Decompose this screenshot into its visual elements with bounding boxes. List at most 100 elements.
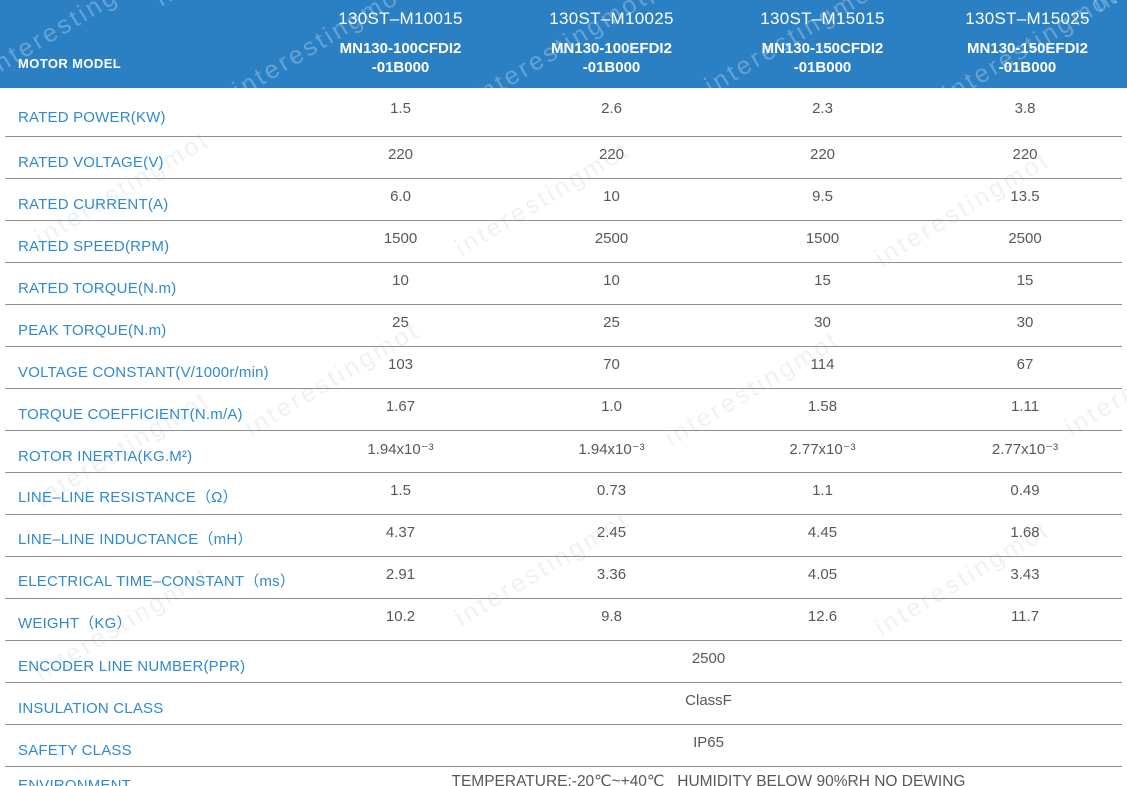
value-cell: 10 (392, 272, 409, 289)
value-cell: 3.43 (1010, 566, 1040, 583)
part-number-line1: MN130-100EFDI2 (551, 40, 672, 57)
column-header-130st-m10015: 130ST–M10015 MN130-100CFDI2 -01B000 (295, 0, 506, 88)
value-cell: 1.1 (812, 482, 833, 499)
value-cell: 10 (603, 188, 620, 205)
row-label: LINE–LINE RESISTANCE（Ω） (18, 489, 238, 506)
value-cell: 15 (1016, 272, 1034, 289)
row-label: ENVIRONMENT (18, 777, 132, 786)
model-name: 130ST–M15025 (965, 9, 1090, 28)
row-label: RATED SPEED(RPM) (18, 238, 170, 255)
value-cell: 1.5 (390, 482, 411, 499)
table-row-rated-voltage: RATED VOLTAGE(V) 220 220 220 220 (5, 137, 1122, 179)
value-cell: 2.45 (596, 524, 627, 541)
table-row-environment: ENVIRONMENT TEMPERATURE:-20℃~+40℃ HUMIDI… (5, 767, 1122, 786)
value-cell: 2.77x10⁻³ (991, 441, 1059, 458)
table-row-rated-torque: RATED TORQUE(N.m) 10 10 15 15 (5, 263, 1122, 305)
value-cell: 1.94x10⁻³ (367, 441, 434, 458)
table-row-weight: WEIGHT（KG） 10.2 9.8 12.6 11.7 (5, 599, 1122, 641)
table-row-peak-torque: PEAK TORQUE(N.m) 25 25 30 30 (5, 305, 1122, 347)
table-row-line-line-inductance: LINE–LINE INDUCTANCE（mH） 4.37 2.45 4.45 … (5, 515, 1122, 557)
table-row-rated-speed: RATED SPEED(RPM) 1500 2500 1500 2500 (5, 221, 1122, 263)
value-cell: 1.11 (1010, 398, 1040, 415)
row-label: TORQUE COEFFICIENT(N.m/A) (18, 406, 243, 423)
value-cell-spanning: IP65 (693, 734, 724, 751)
value-cell: 1.0 (601, 398, 622, 415)
value-cell: 0.49 (1010, 482, 1040, 499)
row-label: LINE–LINE INDUCTANCE（mH） (18, 531, 253, 548)
value-cell: 4.45 (807, 524, 838, 541)
value-cell: 15 (814, 272, 831, 289)
model-name: 130ST–M10015 (338, 9, 463, 28)
value-cell: 2.77x10⁻³ (789, 441, 856, 458)
model-name: 130ST–M15015 (760, 9, 885, 28)
value-cell: 2500 (594, 230, 629, 247)
row-label: WEIGHT（KG） (18, 615, 132, 632)
row-label: RATED POWER(KW) (18, 109, 166, 126)
value-cell: 4.37 (385, 524, 416, 541)
table-row-rotor-inertia: ROTOR INERTIA(KG.M²) 1.94x10⁻³ 1.94x10⁻³… (5, 431, 1122, 473)
value-cell: 1.5 (390, 100, 411, 117)
value-cell: 114 (810, 356, 835, 373)
row-label: PEAK TORQUE(N.m) (18, 322, 167, 339)
table-row-rated-current: RATED CURRENT(A) 6.0 10 9.5 13.5 (5, 179, 1122, 221)
row-label: INSULATION CLASS (18, 700, 164, 717)
value-cell: 2.6 (601, 100, 622, 117)
row-label: VOLTAGE CONSTANT(V/1000r/min) (18, 364, 269, 381)
value-cell: 10.2 (385, 608, 416, 625)
table-row-encoder-line-number: ENCODER LINE NUMBER(PPR) 2500 (5, 641, 1122, 683)
value-cell: 12.6 (807, 608, 838, 625)
value-cell-spanning: ClassF (685, 692, 732, 709)
part-number-line1: MN130-150CFDI2 (761, 40, 884, 57)
row-label: RATED CURRENT(A) (18, 196, 169, 213)
part-number-line2: -01B000 (793, 59, 852, 76)
value-cell: 25 (392, 314, 409, 331)
table-row-torque-coefficient: TORQUE COEFFICIENT(N.m/A) 1.67 1.0 1.58 … (5, 389, 1122, 431)
column-header-130st-m15025: 130ST–M15025 MN130-150EFDI2 -01B000 (928, 0, 1127, 88)
row-label: SAFETY CLASS (18, 742, 132, 759)
value-cell: 25 (603, 314, 620, 331)
table-header: interestingmot interestingmot interestin… (0, 0, 1127, 88)
row-label: RATED VOLTAGE(V) (18, 154, 164, 171)
value-cell: 220 (1012, 146, 1038, 163)
value-cell: 103 (387, 356, 414, 373)
value-cell: 2500 (1008, 230, 1042, 247)
value-cell: 67 (1016, 356, 1034, 373)
part-number-line1: MN130-100CFDI2 (339, 40, 462, 57)
part-number-line2: -01B000 (371, 59, 430, 76)
value-cell: 70 (603, 356, 620, 373)
value-cell: 1.94x10⁻³ (578, 441, 645, 458)
value-cell: 30 (814, 314, 831, 331)
value-cell: 9.5 (812, 188, 833, 205)
table-body: interestingmot interestingmot interestin… (0, 88, 1127, 786)
row-label: RATED TORQUE(N.m) (18, 280, 177, 297)
part-number-line2: -01B000 (582, 59, 641, 76)
value-cell: 1500 (383, 230, 418, 247)
table-row-line-line-resistance: LINE–LINE RESISTANCE（Ω） 1.5 0.73 1.1 0.4… (5, 473, 1122, 515)
value-cell: 1.67 (385, 398, 416, 415)
value-cell-spanning: 2500 (691, 650, 726, 667)
value-cell: 4.05 (807, 566, 838, 583)
column-header-130st-m10025: 130ST–M10025 MN130-100EFDI2 -01B000 (506, 0, 717, 88)
table-row-voltage-constant: VOLTAGE CONSTANT(V/1000r/min) 103 70 114… (5, 347, 1122, 389)
value-cell: 3.8 (1014, 100, 1036, 117)
part-number-line2: -01B000 (998, 59, 1057, 76)
value-cell: 3.36 (596, 566, 627, 583)
value-cell: 1.58 (807, 398, 838, 415)
row-label: ELECTRICAL TIME–CONSTANT（ms） (18, 573, 296, 590)
part-number-line1: MN130-150EFDI2 (967, 40, 1088, 57)
value-cell-spanning: TEMPERATURE:-20℃~+40℃ HUMIDITY BELOW 90%… (451, 773, 966, 786)
value-cell: 10 (603, 272, 620, 289)
column-header-130st-m15015: 130ST–M15015 MN130-150CFDI2 -01B000 (717, 0, 928, 88)
value-cell: 220 (387, 146, 414, 163)
value-cell: 9.8 (601, 608, 622, 625)
value-cell: 220 (809, 146, 836, 163)
row-label: ROTOR INERTIA(KG.M²) (18, 448, 193, 465)
value-cell: 6.0 (390, 188, 411, 205)
table-row-electrical-time-constant: ELECTRICAL TIME–CONSTANT（ms） 2.91 3.36 4… (5, 557, 1122, 599)
value-cell: 1.68 (1010, 524, 1040, 541)
table-row-rated-power: RATED POWER(KW) 1.5 2.6 2.3 3.8 (5, 88, 1122, 137)
table-row-safety-class: SAFETY CLASS IP65 (5, 725, 1122, 767)
value-cell: 11.7 (1010, 608, 1040, 625)
value-cell: 30 (1016, 314, 1034, 331)
